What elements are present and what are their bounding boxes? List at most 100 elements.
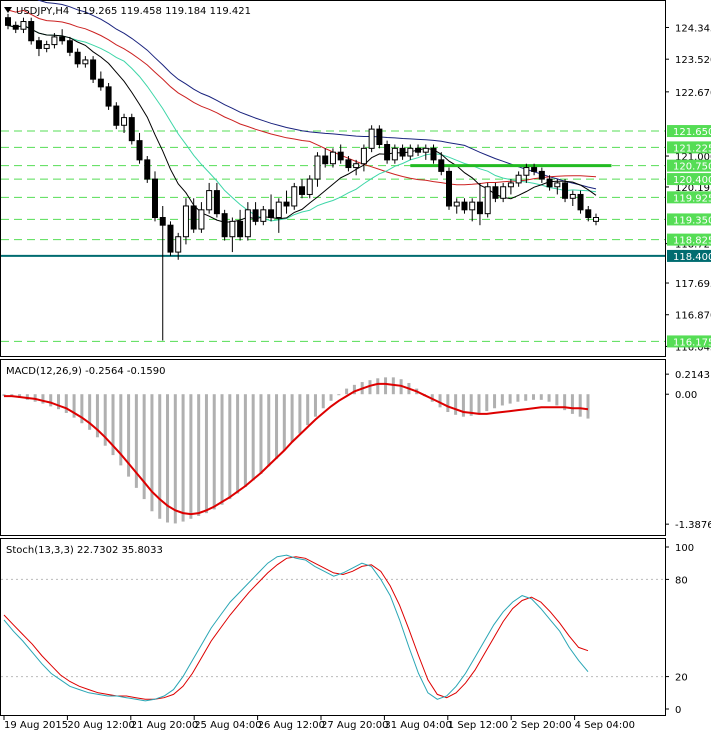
candle[interactable] (593, 217, 599, 222)
candle[interactable] (128, 117, 135, 142)
candle[interactable] (144, 159, 151, 180)
triangle-down-icon[interactable] (4, 7, 12, 13)
candle[interactable] (82, 59, 89, 65)
candle[interactable] (136, 140, 143, 161)
candle[interactable] (538, 170, 545, 180)
candle[interactable] (322, 155, 329, 165)
price-level-tag[interactable] (667, 233, 711, 246)
candle[interactable] (554, 182, 561, 188)
price-level-tag[interactable] (667, 213, 711, 226)
candle[interactable] (105, 86, 112, 107)
candle[interactable] (159, 217, 166, 226)
price-level-tag[interactable] (667, 159, 711, 172)
candle[interactable] (152, 178, 158, 219)
candle[interactable] (523, 167, 530, 176)
candle[interactable] (507, 182, 514, 188)
candle[interactable] (237, 220, 244, 238)
candle[interactable] (492, 186, 499, 199)
candle[interactable] (399, 147, 406, 157)
price-level-tag[interactable] (667, 125, 711, 138)
price-level-tag[interactable] (667, 141, 711, 154)
candle[interactable] (190, 205, 197, 230)
candle[interactable] (515, 174, 522, 184)
macd-histogram-bar (197, 394, 201, 516)
candle[interactable] (283, 201, 290, 207)
time-tick-label: 26 Aug 12:00 (258, 720, 325, 731)
candle[interactable] (221, 213, 228, 238)
candle[interactable] (577, 193, 584, 211)
candle[interactable] (314, 155, 321, 180)
candle[interactable] (353, 163, 360, 169)
macd-histogram-bar (251, 394, 255, 481)
candle[interactable] (113, 105, 120, 126)
candle[interactable] (500, 186, 507, 199)
symbol-header[interactable]: USDJPY,H4 (16, 6, 69, 17)
candle[interactable] (28, 21, 35, 42)
candle[interactable] (213, 190, 220, 215)
candle[interactable] (43, 44, 50, 49)
candle[interactable] (260, 209, 267, 222)
candle[interactable] (66, 40, 73, 53)
candle[interactable] (291, 186, 298, 207)
candle[interactable] (268, 209, 275, 219)
candle[interactable] (206, 190, 213, 211)
price-level-tag[interactable] (667, 335, 711, 348)
price-level-tag[interactable] (667, 191, 711, 204)
candle[interactable] (453, 201, 460, 207)
candle[interactable] (182, 205, 189, 238)
candle[interactable] (415, 147, 422, 153)
candle[interactable] (391, 147, 398, 161)
candle[interactable] (360, 147, 367, 165)
candle[interactable] (51, 36, 58, 46)
candle[interactable] (198, 209, 205, 230)
candle[interactable] (407, 147, 414, 157)
candle[interactable] (585, 209, 592, 219)
candle[interactable] (368, 128, 375, 149)
candle[interactable] (299, 186, 305, 195)
candle[interactable] (476, 201, 483, 215)
candle[interactable] (252, 209, 259, 222)
macd-panel[interactable] (0, 359, 666, 536)
candle[interactable] (244, 209, 251, 238)
candle[interactable] (229, 220, 236, 238)
price-level-tag[interactable] (667, 173, 711, 186)
candle[interactable] (430, 147, 437, 161)
candle[interactable] (546, 178, 553, 188)
candle[interactable] (469, 201, 476, 211)
candle[interactable] (562, 182, 569, 199)
candle[interactable] (121, 117, 128, 126)
candle[interactable] (337, 151, 344, 161)
candle[interactable] (59, 36, 66, 42)
candle[interactable] (275, 201, 282, 219)
macd-tick-label: 0.2143 (675, 370, 710, 381)
candle[interactable] (20, 21, 27, 30)
candle[interactable] (345, 159, 352, 169)
candle[interactable] (74, 51, 81, 65)
candle[interactable] (446, 170, 452, 207)
stoch-panel[interactable] (0, 538, 666, 716)
price-panel[interactable] (0, 0, 666, 357)
candle[interactable] (306, 178, 313, 195)
macd-histogram-bar (88, 394, 92, 430)
price-tick-label: 120.195 (675, 183, 711, 194)
candle[interactable] (167, 224, 174, 253)
candle[interactable] (35, 40, 42, 49)
price-level-tag[interactable] (667, 249, 711, 262)
candle[interactable] (175, 236, 182, 253)
macd-histogram-bar (539, 394, 543, 400)
candle[interactable] (461, 201, 468, 211)
candle[interactable] (422, 147, 429, 153)
candle[interactable] (12, 24, 19, 30)
candle[interactable] (5, 17, 11, 26)
candle[interactable] (90, 59, 97, 80)
candle[interactable] (569, 193, 576, 199)
candle[interactable] (329, 151, 336, 165)
candle[interactable] (531, 167, 538, 172)
candle[interactable] (438, 159, 445, 172)
candle[interactable] (484, 186, 491, 215)
candle[interactable] (97, 78, 104, 88)
candle[interactable] (376, 128, 383, 145)
candle[interactable] (384, 143, 391, 161)
